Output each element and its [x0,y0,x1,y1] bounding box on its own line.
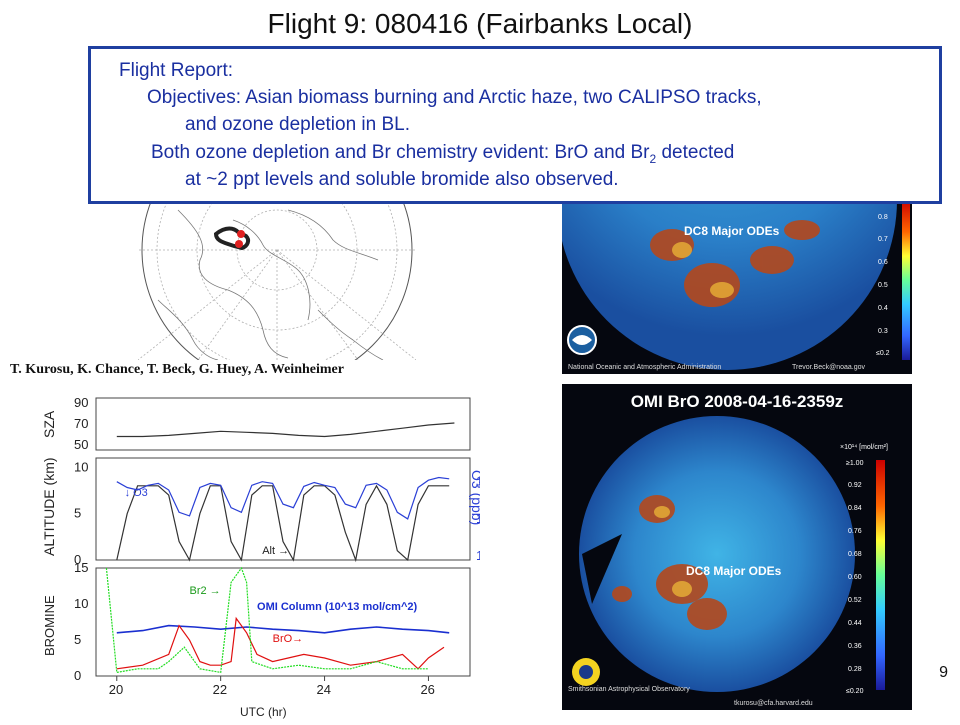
omi-bottom-cb-tick: 0.36 [848,643,862,650]
ozone-axis-label: O3 (ppb) [469,470,480,525]
omi-top-cb-tick: 0.3 [878,328,888,335]
plot-panel-frame [95,567,471,677]
omi-bottom-cb-tick: 0.60 [848,574,862,581]
altitude-tick-label: 0 [74,552,81,567]
plot-panel-frame [95,397,471,451]
omi-bottom-cb-tick: 0.92 [848,482,862,489]
report-findings: Both ozone depletion and Br chemistry ev… [151,139,734,173]
br2-series-line [105,566,429,674]
omi-bottom-ode-label: DC8 Major ODEs [686,564,782,578]
omi-bottom-footer-left: Smithsonian Astrophysical Observatory [568,686,690,693]
omi-bottom-cb-tick: 0.52 [848,597,862,604]
altitude-series-line [116,484,450,563]
sza-tick-label: 70 [74,416,88,431]
omi-bottom-cb-tick: 0.68 [848,551,862,558]
report-findings-tail: detected [656,142,735,163]
omi-bottom-cb-tick: 0.84 [848,505,862,512]
report-findings-subscript: 2 [649,151,657,166]
omi-bottom-cb-tick: 0.28 [848,666,862,673]
omi-bottom-panel: OMI BrO 2008-04-16-2359z DC8 Major ODEs … [562,384,912,710]
flight-report-box: Flight Report: Objectives: Asian biomass… [88,46,942,204]
sza-axis-label: SZA [41,410,57,438]
omi-top-panel: DC8 Major ODEs National Oceanic and Atmo… [562,190,912,374]
omi-top-footer-right: Trevor.Beck@noaa.gov [792,364,865,371]
authors-line: T. Kurosu, K. Chance, T. Beck, G. Huey, … [10,362,344,377]
omi-bottom-cb-unit: ×10¹⁴ [mol/cm²] [840,444,888,451]
omi-column-annotation: OMI Column (10^13 mol/cm^2) [257,601,417,613]
bro-annotation: BrO→ [273,633,304,645]
report-heading: Flight Report: [119,60,234,81]
bromine-tick-label: 15 [74,560,88,575]
omi-bottom-title: OMI BrO 2008-04-16-2359z [630,392,844,411]
bro-series-line [116,616,445,670]
x-tick-label: 22 [213,682,227,697]
omi-top-cb-tick: 0.6 [878,259,888,266]
omi-bottom-map [572,416,885,692]
altitude-axis-label: ALTITUDE (km) [41,457,57,556]
omi-top-cb-tick: 0.4 [878,305,888,312]
omi-top-ode-label: DC8 Major ODEs [684,224,780,238]
x-tick-label: 24 [317,682,331,697]
page-number: 9 [939,664,948,681]
omi-top-map [562,190,910,370]
omi-bottom-cb-tick: ≥1.00 [846,460,864,467]
omi-top-cb-tick: ≤0.2 [876,350,890,357]
sza-tick-label: 50 [74,437,88,452]
altitude-tick-label: 5 [74,506,81,521]
flight-track-map [138,190,416,360]
report-findings-text: Both ozone depletion and Br chemistry ev… [151,142,650,163]
omi-top-cb-tick: 0.8 [878,214,888,221]
polar-map-graphic [138,190,416,360]
flight-timeseries-plot: 20 22 24 26 UTC (hr) 90 70 50 SZA 10 5 0 ALTITUDE (k… [40,388,498,720]
report-objectives: Objectives: Asian biomass burning and Ar… [147,87,762,108]
slide-title: Flight 9: 080416 (Fairbanks Local) [267,8,693,39]
omi-top-hotspots [650,220,820,307]
omi-bottom-cb-tick: 0.76 [848,528,862,535]
report-objectives-cont: and ozone depletion in BL. [185,114,411,135]
altitude-annotation: Alt → [262,545,289,557]
bromine-axis-label: BROMINE [42,595,57,656]
sza-tick-label: 90 [74,395,88,410]
omi-column-series-line [116,624,450,634]
sza-series-line [116,422,455,438]
ozone-series-line [116,476,450,520]
omi-bottom-cb-tick: 0.44 [848,620,862,627]
bromine-tick-label: 0 [74,668,81,683]
br2-annotation: Br2 → [190,585,221,597]
x-tick-label: 26 [420,682,434,697]
ozone-tick-label: 1 [476,548,480,563]
bromine-tick-label: 5 [74,632,81,647]
omi-top-cb-tick: 0.5 [878,282,888,289]
omi-top-cb-tick: 0.7 [878,236,888,243]
omi-bottom-cb-tick: ≤0.20 [846,688,864,695]
plot-panel-frame [95,457,471,561]
bromine-tick-label: 10 [74,596,88,611]
x-tick-label: 20 [109,682,123,697]
omi-top-footer-left: National Oceanic and Atmospheric Adminis… [568,364,722,371]
report-findings-cont: at ~2 ppt levels and soluble bromide als… [185,169,619,190]
ozone-annotation: ↓ O3 [125,487,148,499]
x-axis-label: UTC (hr) [240,705,287,719]
omi-bottom-footer-right: tkurosu@cfa.harvard.edu [734,700,813,707]
altitude-tick-label: 10 [74,459,88,474]
